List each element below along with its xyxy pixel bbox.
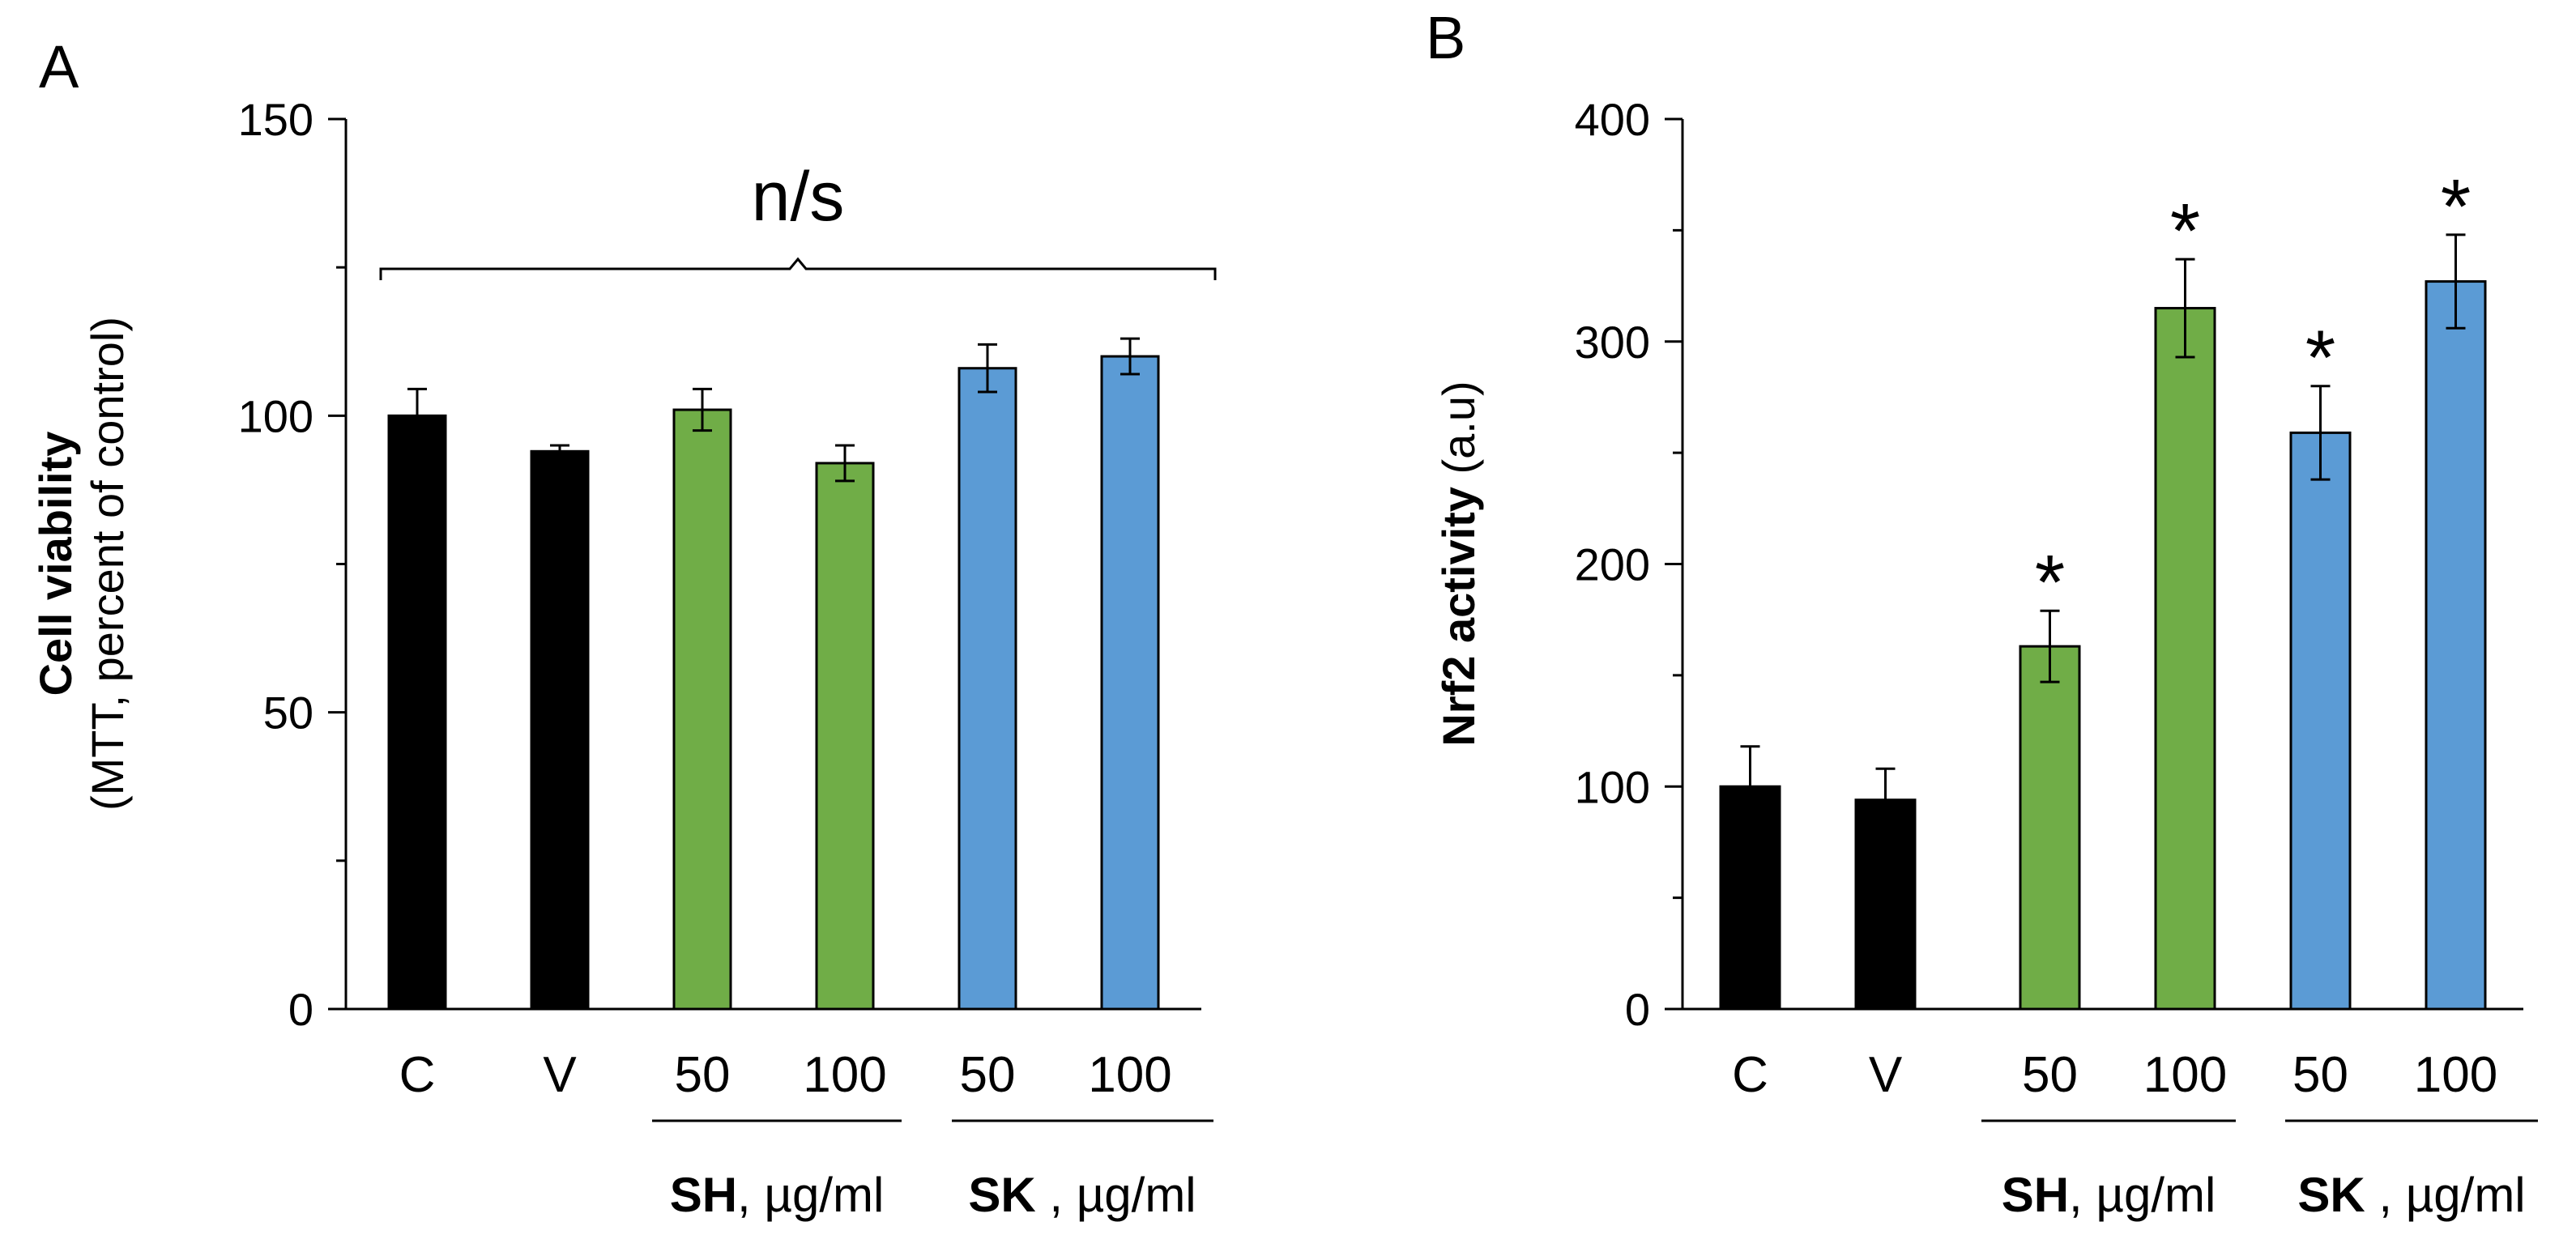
group-label: SK , µg/ml xyxy=(968,1168,1196,1222)
x-category-label: 50 xyxy=(2292,1047,2348,1103)
group-label-bold: SK xyxy=(968,1168,1035,1222)
x-category-label: 100 xyxy=(803,1047,886,1103)
y-axis-label-sub: (MTT, percent of control) xyxy=(82,317,133,811)
x-category-label: C xyxy=(1732,1047,1768,1103)
y-tick-label: 150 xyxy=(238,94,313,145)
y-tick-label: 100 xyxy=(238,390,313,441)
group-label-bold: SH xyxy=(2002,1168,2069,1222)
ns-bracket xyxy=(379,257,1217,280)
significance-star: * xyxy=(2170,188,2200,275)
y-axis-label-bold: Nrf2 activity xyxy=(1433,487,1484,747)
y-axis-label-sub: (a.u) xyxy=(1433,381,1484,487)
bar-100-3 xyxy=(2154,307,2216,1011)
panel-b: B Nrf2 activity (a.u) 0 100 200 300 400 C V * 50 * 1… xyxy=(1426,4,2538,1222)
group-label-unit: , µg/ml xyxy=(737,1168,884,1222)
group-label-bold: SK xyxy=(2297,1168,2365,1222)
bar-V-1 xyxy=(530,449,590,1011)
x-category-label: 100 xyxy=(2143,1047,2227,1103)
group-label: SK , µg/ml xyxy=(2297,1168,2525,1222)
x-category-label: 50 xyxy=(960,1047,1016,1103)
group-label-unit: , µg/ml xyxy=(2365,1168,2526,1222)
group-label-unit: , µg/ml xyxy=(1036,1168,1196,1222)
y-tick-label: 0 xyxy=(1625,984,1650,1035)
bar-100-5 xyxy=(2425,280,2487,1011)
y-tick-label: 100 xyxy=(1575,761,1650,812)
bar-50-4 xyxy=(957,367,1017,1011)
y-tick-label: 300 xyxy=(1575,317,1650,368)
bar-50-2 xyxy=(672,408,732,1011)
y-tick-label: 200 xyxy=(1575,539,1650,590)
bar-C-0 xyxy=(387,414,447,1011)
bar-100-3 xyxy=(815,462,875,1011)
bar-V-1 xyxy=(1854,798,1917,1011)
panel-label: A xyxy=(39,33,79,100)
y-tick-label: 50 xyxy=(263,688,313,739)
x-category-label: 50 xyxy=(675,1047,731,1103)
significance-star: * xyxy=(2441,164,2471,250)
significance-star: * xyxy=(2035,539,2065,626)
bar-50-4 xyxy=(2289,431,2352,1011)
y-tick-label: 400 xyxy=(1575,94,1650,145)
panel-a: A Cell viability(MTT, percent of control)… xyxy=(30,33,1217,1222)
x-category-label: 100 xyxy=(2414,1047,2497,1103)
bar-50-2 xyxy=(2019,645,2081,1011)
y-axis-label: Nrf2 activity (a.u) xyxy=(1433,381,1484,746)
x-category-label: V xyxy=(543,1047,577,1103)
x-category-label: V xyxy=(1869,1047,1903,1103)
bar-100-5 xyxy=(1100,355,1160,1011)
y-tick-label: 0 xyxy=(288,984,313,1035)
group-label-bold: SH xyxy=(670,1168,737,1222)
group-label: SH, µg/ml xyxy=(670,1168,885,1222)
group-label-unit: , µg/ml xyxy=(2069,1168,2216,1222)
x-category-label: 100 xyxy=(1088,1047,1171,1103)
significance-star: * xyxy=(2305,315,2335,402)
group-label: SH, µg/ml xyxy=(2002,1168,2216,1222)
x-category-label: C xyxy=(399,1047,436,1103)
panel-label: B xyxy=(1426,4,1465,71)
x-category-label: 50 xyxy=(2022,1047,2078,1103)
y-axis-label: Cell viability(MTT, percent of control) xyxy=(30,317,133,811)
y-axis-label-bold: Cell viability xyxy=(30,432,81,696)
ns-label: n/s xyxy=(752,158,845,236)
